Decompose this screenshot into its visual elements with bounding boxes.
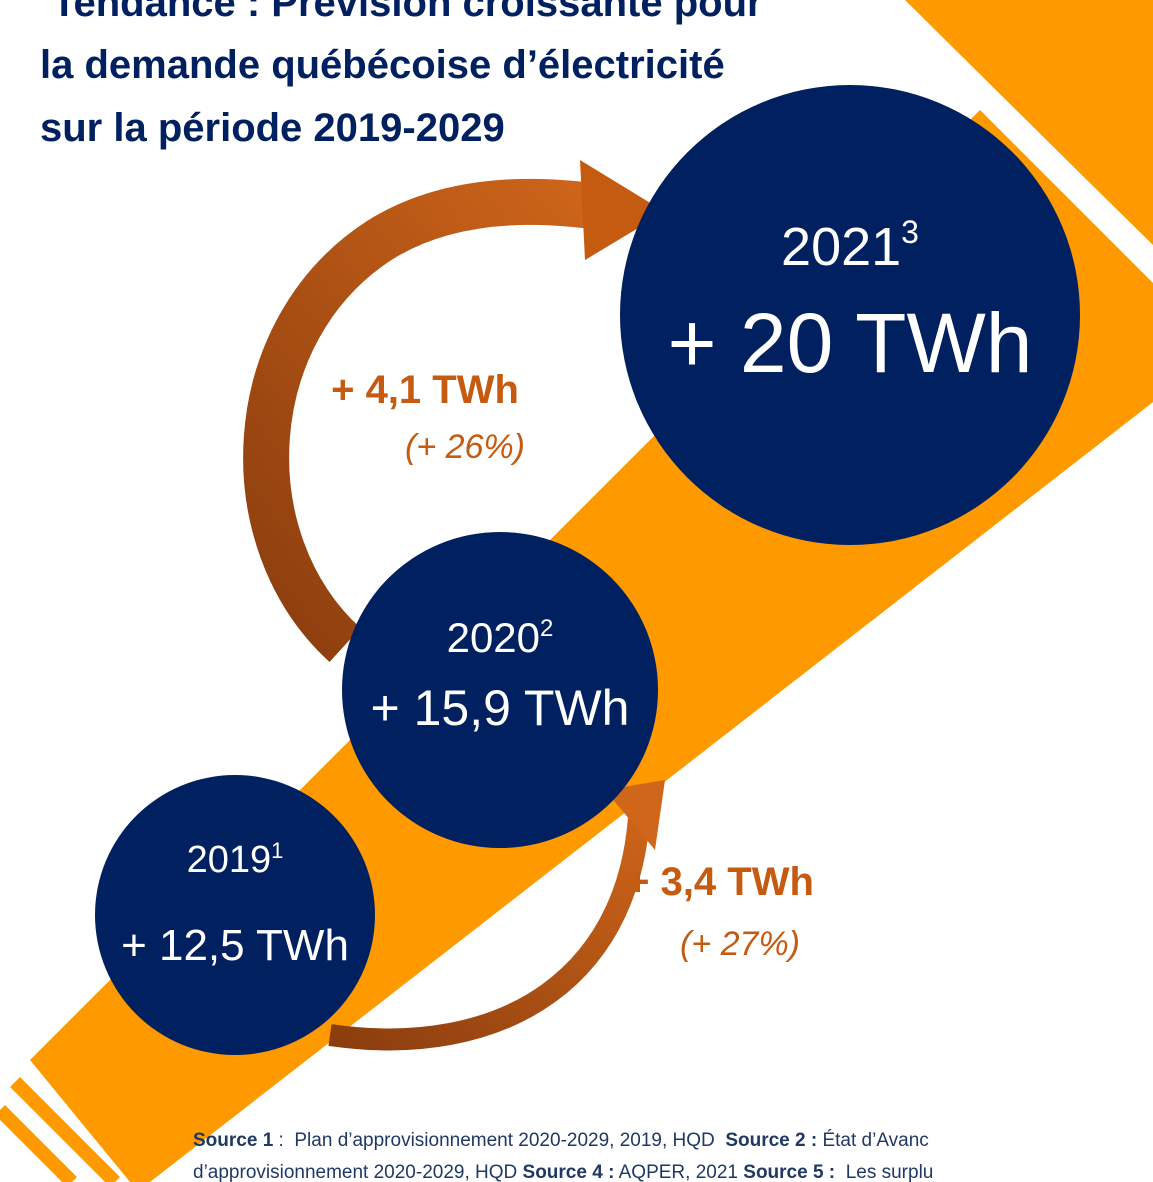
source-text: d’approvisionnement 2020-2029, HQD	[193, 1162, 523, 1182]
title-line: la demande québécoise d’électricité	[40, 43, 725, 87]
node-circle	[95, 775, 375, 1055]
node-value: + 12,5 TWh	[121, 921, 349, 970]
footer: Source 1 : Plan d’approvisionnement 2020…	[193, 1130, 933, 1182]
growth-amount: + 4,1 TWh	[331, 368, 519, 412]
node-value: + 15,9 TWh	[371, 680, 630, 736]
source-label: Source 2 :	[725, 1130, 817, 1151]
nodes	[95, 85, 1080, 1055]
node-circle	[620, 85, 1080, 545]
source-text: : Plan d’approvisionnement 2020-2029, 20…	[273, 1130, 725, 1151]
source-text: AQPER, 2021	[614, 1162, 743, 1182]
source-text: État d’Avanc	[817, 1130, 929, 1151]
source-text: Les surplu	[835, 1162, 933, 1182]
year: 2021	[781, 217, 901, 277]
title-line: Tendance : Prévision croissante pour	[52, 0, 763, 25]
node-circle	[342, 532, 658, 848]
footer-line: Source 1 : Plan d’approvisionnement 2020…	[193, 1130, 929, 1151]
source-label: Source 1	[193, 1130, 274, 1151]
year: 2019	[187, 839, 272, 881]
growth-arrows	[243, 160, 665, 1051]
note: 1	[271, 838, 283, 863]
note: 2	[540, 615, 553, 642]
growth-percent: (+ 27%)	[680, 925, 800, 963]
source-label: Source 4 :	[523, 1162, 615, 1182]
node-value: + 20 TWh	[668, 296, 1033, 390]
title-line: sur la période 2019-2029	[40, 106, 505, 150]
source-label: Source 5 :	[743, 1162, 835, 1182]
node-year: 20191	[187, 838, 284, 881]
node-year: 20213	[781, 214, 919, 277]
growth-percent: (+ 26%)	[405, 428, 525, 466]
node-year: 20202	[447, 614, 554, 661]
footer-line: d’approvisionnement 2020-2029, HQD Sourc…	[193, 1162, 933, 1182]
growth-amount: + 3,4 TWh	[626, 860, 814, 904]
note: 3	[901, 214, 919, 250]
year: 2020	[447, 614, 540, 661]
